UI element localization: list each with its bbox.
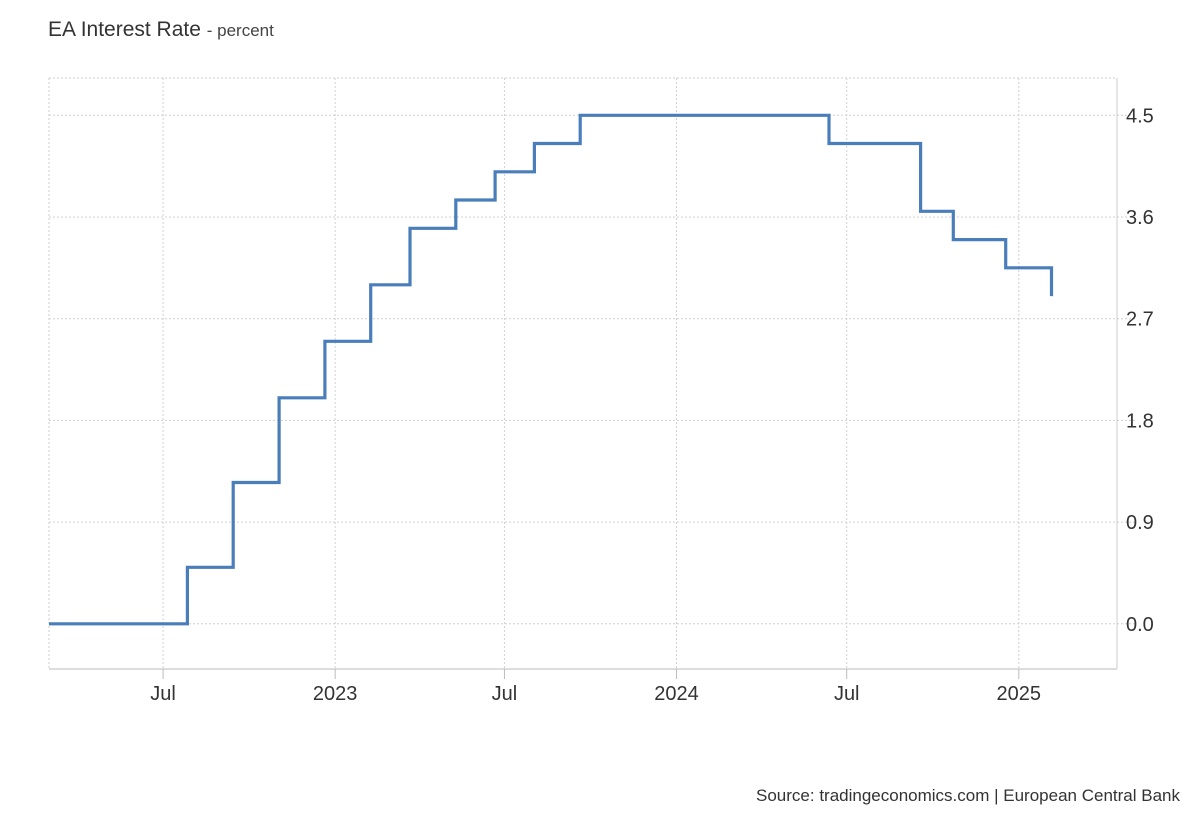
chart-title-text: EA Interest Rate	[48, 18, 201, 41]
y-tick-label: 0.0	[1126, 614, 1154, 636]
x-tick-label: Jul	[492, 683, 518, 705]
axis-layer	[49, 78, 1118, 679]
label-layer: 0.0 0.9 1.8 2.7 3.6 4.5 Jul 2023 Jul 2024 Jul 2025	[150, 105, 1154, 705]
y-tick-label: 2.7	[1126, 309, 1154, 331]
y-tick-label: 0.9	[1126, 512, 1154, 534]
chart-subtitle: - percent	[206, 21, 274, 40]
chart-title: EA Interest Rate - percent	[48, 18, 274, 42]
x-tick-label: Jul	[150, 683, 176, 705]
x-tick-label: 2024	[654, 683, 699, 705]
x-tick-label: Jul	[834, 683, 860, 705]
y-tick-label: 1.8	[1126, 410, 1154, 432]
series-layer	[49, 113, 1054, 626]
grid-layer	[48, 77, 1137, 669]
interest-rate-line	[49, 113, 1054, 626]
y-tick-label: 3.6	[1126, 207, 1154, 229]
y-tick-label: 4.5	[1126, 105, 1154, 127]
x-tick-label: 2025	[997, 683, 1042, 705]
source-note: Source: tradingeconomics.com | European …	[756, 786, 1180, 805]
x-tick-label: 2023	[313, 683, 358, 705]
